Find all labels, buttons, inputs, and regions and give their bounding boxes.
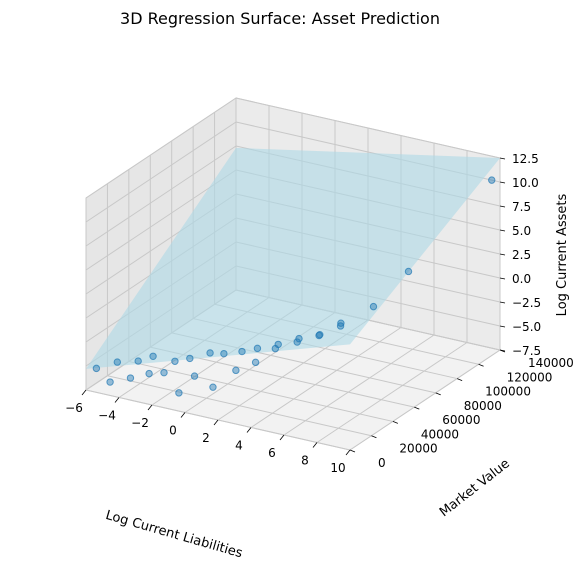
x-tick-mark [279, 434, 285, 441]
grid-line-z-back [235, 97, 501, 159]
z-tick-label: 2.5 [512, 248, 531, 262]
y-tick-mark [371, 435, 377, 439]
z-tick-mark [499, 301, 506, 304]
y-tick-label: 60000 [442, 413, 480, 427]
data-point [175, 389, 183, 397]
data-point [190, 372, 199, 380]
data-point [171, 357, 179, 365]
data-point [232, 366, 240, 375]
data-point [160, 368, 168, 377]
data-point [106, 378, 114, 386]
grid-line-y-floor [107, 375, 372, 437]
grid-line-z-side [85, 121, 237, 223]
data-point [336, 322, 345, 330]
data-point [209, 383, 217, 391]
x-axis-label: Log Current Liabilities [104, 508, 245, 562]
z-tick-mark [499, 325, 506, 328]
data-point [251, 358, 260, 367]
x-tick-mark [345, 449, 351, 456]
y-tick-label: 100000 [485, 385, 531, 399]
data-point [488, 176, 496, 184]
y-tick-mark [456, 378, 463, 381]
z-tick-label: 12.5 [512, 152, 539, 166]
y-tick-mark [349, 449, 356, 453]
z-tick-label: 0.0 [512, 272, 531, 286]
y-tick-label: 120000 [507, 370, 553, 384]
data-point [295, 334, 303, 343]
y-tick-label: 0 [378, 456, 386, 470]
x-tick-mark [114, 397, 120, 403]
data-point [92, 364, 101, 373]
grid-line-z-side [85, 145, 237, 247]
regression-surface [86, 147, 500, 369]
scatter-points [92, 176, 496, 397]
z-axis-label: Log Current Assets [555, 193, 570, 316]
y-tick-label: 20000 [399, 442, 437, 456]
data-point [238, 347, 246, 356]
data-point [206, 349, 214, 357]
y-tick-label: 140000 [528, 356, 574, 370]
x-tick-mark [213, 419, 219, 426]
data-point [145, 369, 153, 378]
data-point [293, 338, 301, 346]
grid-line-y-floor [128, 360, 393, 422]
z-tick-mark [499, 157, 506, 160]
z-tick-label: 5.0 [512, 224, 531, 238]
z-tick-mark [499, 277, 506, 280]
x-tick-label: 4 [235, 439, 243, 453]
grid-line-x-floor [349, 349, 501, 451]
y-tick-mark [392, 421, 399, 424]
y-tick-mark [414, 406, 420, 410]
grid-line-x-floor [316, 342, 468, 443]
grid-line-x-floor [283, 334, 435, 436]
data-point [134, 357, 142, 365]
z-tick-label: 10.0 [512, 176, 539, 190]
x-tick-label: 8 [301, 454, 309, 468]
z-tick-label: −7.5 [512, 344, 541, 358]
x-tick-mark [246, 427, 252, 433]
z-tick-label: −2.5 [512, 296, 541, 310]
z-tick-mark [499, 181, 506, 184]
y-tick-label: 40000 [421, 427, 459, 441]
axis-ticks: −6 −4 −2 0 2 4 6 8 10 0 20000400006000080000100000… [65, 152, 574, 475]
x-tick-label: −4 [98, 409, 116, 423]
x-tick-mark [81, 389, 87, 396]
x-tick-label: 10 [330, 461, 345, 475]
z-tick-label: −5.0 [512, 320, 541, 334]
chart-title: 3D Regression Surface: Asset Prediction [120, 9, 440, 28]
data-point [126, 374, 135, 382]
data-point [113, 358, 122, 366]
x-tick-mark [147, 404, 153, 411]
data-point [316, 330, 324, 339]
y-axis-label: Market Value [437, 456, 513, 520]
x-tick-label: 0 [169, 424, 177, 438]
y-tick-mark [435, 392, 441, 396]
x-tick-label: −2 [131, 416, 149, 430]
x-tick-label: 6 [268, 446, 276, 460]
x-tick-mark [180, 412, 186, 418]
y-tick-label: 80000 [464, 399, 502, 413]
data-point [274, 340, 282, 349]
grid-line-x-floor [250, 327, 402, 428]
grid-line-z-side [85, 97, 237, 199]
regression-plane [86, 147, 500, 369]
x-tick-mark [312, 442, 318, 448]
z-tick-mark [499, 229, 506, 232]
data-point [253, 344, 262, 353]
z-tick-mark [499, 349, 506, 352]
x-tick-label: −6 [65, 401, 83, 415]
z-tick-mark [499, 253, 506, 256]
data-point [149, 352, 157, 360]
data-point [404, 267, 413, 276]
data-point [186, 354, 194, 363]
x-tick-label: 2 [202, 431, 210, 445]
data-point [220, 349, 228, 358]
z-tick-mark [499, 205, 506, 208]
y-tick-mark [478, 363, 484, 367]
data-point [369, 302, 378, 311]
z-tick-label: 7.5 [512, 200, 531, 214]
